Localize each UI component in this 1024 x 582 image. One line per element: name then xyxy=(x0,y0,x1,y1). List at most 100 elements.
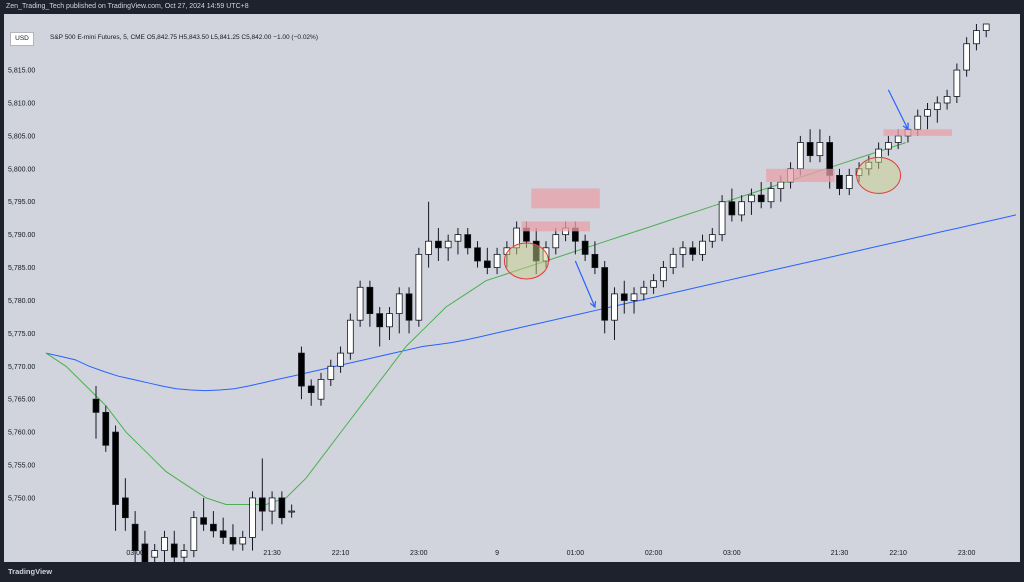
candle-body xyxy=(650,280,657,288)
candle-body xyxy=(464,234,472,249)
pullback-circle xyxy=(503,242,549,280)
y-tick-label: 5,755.00 xyxy=(8,463,35,470)
candle-body xyxy=(836,174,843,189)
candle-body xyxy=(669,253,677,268)
y-tick-label: 5,805.00 xyxy=(8,133,35,140)
candle-body xyxy=(973,30,980,45)
y-tick-label: 5,815.00 xyxy=(8,68,35,75)
signal-arrow xyxy=(887,89,909,130)
candle-body xyxy=(660,267,667,282)
y-tick-label: 5,775.00 xyxy=(8,331,35,338)
candle-body xyxy=(797,142,804,170)
candle-body xyxy=(885,142,892,150)
candle-body xyxy=(924,109,931,117)
candle-body xyxy=(151,550,159,558)
publish-header: Zen_Trading_Tech published on TradingVie… xyxy=(0,0,1024,14)
candle-body xyxy=(806,142,814,157)
candle-body xyxy=(347,319,354,354)
candle-body xyxy=(620,293,628,301)
candle-body xyxy=(386,313,393,328)
candle-body xyxy=(454,234,462,242)
pullback-circle xyxy=(856,156,902,194)
candle-body xyxy=(718,201,726,236)
y-tick-label: 5,785.00 xyxy=(8,265,35,272)
x-tick-label: 02:00 xyxy=(645,550,663,557)
candle-body xyxy=(591,253,599,268)
candle-body xyxy=(161,537,168,551)
symbol-legend: S&P 500 E-mini Futures, 5, CME O5,842.75… xyxy=(50,34,318,41)
resistance-zone xyxy=(766,168,835,182)
candle-body xyxy=(816,142,824,157)
candle-body xyxy=(298,352,305,387)
x-tick-label: 23:00 xyxy=(410,550,428,557)
footer-bar: TradingView xyxy=(0,562,1024,582)
candle-body xyxy=(435,240,442,249)
x-tick-label: 22:10 xyxy=(889,550,907,557)
currency-button[interactable]: USD xyxy=(10,32,34,46)
x-tick-label: 22:10 xyxy=(332,550,350,557)
candle-body xyxy=(914,115,922,130)
candle-body xyxy=(170,543,178,558)
candle-body xyxy=(630,293,638,301)
candle-body xyxy=(953,69,961,97)
y-tick-label: 5,760.00 xyxy=(8,430,35,437)
candle-body xyxy=(982,23,990,31)
candle-body xyxy=(493,253,501,268)
candle-body xyxy=(444,240,452,249)
slow-ma-line xyxy=(45,214,1017,392)
candle-body xyxy=(845,174,853,189)
candle-body xyxy=(767,188,775,203)
y-tick-label: 5,770.00 xyxy=(8,364,35,371)
candle-body xyxy=(483,260,491,268)
candlestick-chart[interactable]: 5,750.00 5,755.00 5,760.00 5,765.00 5,770.00… xyxy=(4,14,1020,562)
candle-body xyxy=(611,293,618,321)
candle-body xyxy=(894,135,902,143)
candle-body xyxy=(288,510,295,513)
candle-body xyxy=(307,385,315,394)
candle-body xyxy=(933,102,941,110)
tradingview-logo[interactable]: TradingView xyxy=(8,567,53,576)
candle-body xyxy=(581,240,589,255)
candle-body xyxy=(963,43,970,71)
candle-body xyxy=(738,201,745,216)
candle-body xyxy=(356,286,364,321)
y-tick-label: 5,765.00 xyxy=(8,397,35,404)
y-tick-label: 5,790.00 xyxy=(8,232,35,239)
candle-body xyxy=(112,431,119,505)
signal-arrowhead xyxy=(902,123,909,131)
candle-body xyxy=(249,497,256,538)
chart-area[interactable]: 5,750.00 5,755.00 5,760.00 5,765.00 5,770.00… xyxy=(4,14,1020,562)
candle-body xyxy=(229,537,237,545)
fast-ma-line xyxy=(45,142,907,505)
candle-body xyxy=(366,286,374,315)
candle-body xyxy=(122,497,129,519)
candle-body xyxy=(757,194,765,203)
x-tick-label: 23:00 xyxy=(958,550,976,557)
candle-body xyxy=(405,293,413,321)
candle-body xyxy=(689,247,697,255)
candle-body xyxy=(141,543,149,562)
candle-body xyxy=(728,201,736,216)
resistance-zone xyxy=(883,129,952,136)
candle-body xyxy=(337,352,344,367)
y-tick-label: 5,780.00 xyxy=(8,298,35,305)
x-tick-label: 01:00 xyxy=(567,550,585,557)
candle-body xyxy=(327,365,335,380)
candle-body xyxy=(748,194,755,203)
candle-body xyxy=(708,234,716,242)
candle-body xyxy=(474,247,481,262)
candle-body xyxy=(180,550,188,558)
candle-body xyxy=(131,523,139,551)
candle-body xyxy=(200,517,207,525)
candle-body xyxy=(258,497,266,512)
x-tick-label: 21:30 xyxy=(263,550,281,557)
candle-body xyxy=(640,286,648,295)
candle-body xyxy=(679,247,687,255)
candle-body xyxy=(395,293,403,315)
candle-body xyxy=(92,398,100,413)
candle-body xyxy=(699,240,706,255)
x-tick-label: 21:30 xyxy=(831,550,849,557)
y-tick-label: 5,750.00 xyxy=(8,495,35,502)
candle-body xyxy=(102,411,110,446)
candle-body xyxy=(268,497,276,512)
